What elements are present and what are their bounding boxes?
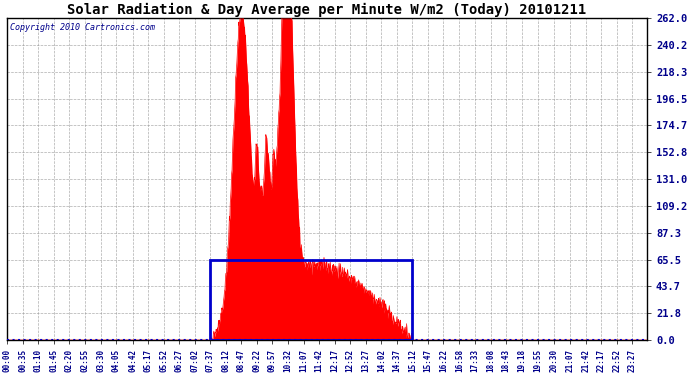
Bar	[210, 260, 413, 340]
Text: Copyright 2010 Cartronics.com: Copyright 2010 Cartronics.com	[10, 23, 155, 32]
Title: Solar Radiation & Day Average per Minute W/m2 (Today) 20101211: Solar Radiation & Day Average per Minute…	[68, 3, 586, 17]
